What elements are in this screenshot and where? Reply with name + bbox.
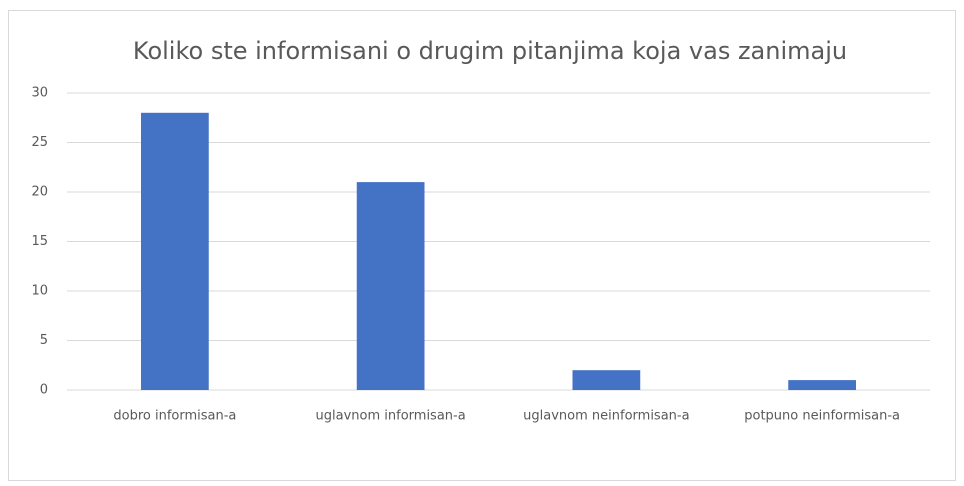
y-tick-label: 15 — [31, 234, 48, 249]
y-tick-label: 10 — [31, 284, 48, 299]
chart-title: Koliko ste informisani o drugim pitanjim… — [133, 37, 847, 65]
y-tick-label: 20 — [31, 185, 48, 200]
bar — [356, 182, 425, 390]
y-tick-label: 5 — [40, 333, 48, 348]
x-tick-label: dobro informisan-a — [113, 409, 236, 424]
x-tick-label: potpuno neinformisan-a — [744, 409, 900, 424]
bar — [572, 370, 641, 390]
y-tick-label: 25 — [31, 135, 48, 150]
bar — [141, 112, 209, 391]
y-tick-label: 30 — [31, 86, 48, 101]
x-tick-label: uglavnom informisan-a — [316, 409, 466, 424]
bar — [788, 380, 856, 390]
x-tick-label: uglavnom neinformisan-a — [523, 409, 689, 424]
y-tick-label: 0 — [40, 383, 48, 398]
